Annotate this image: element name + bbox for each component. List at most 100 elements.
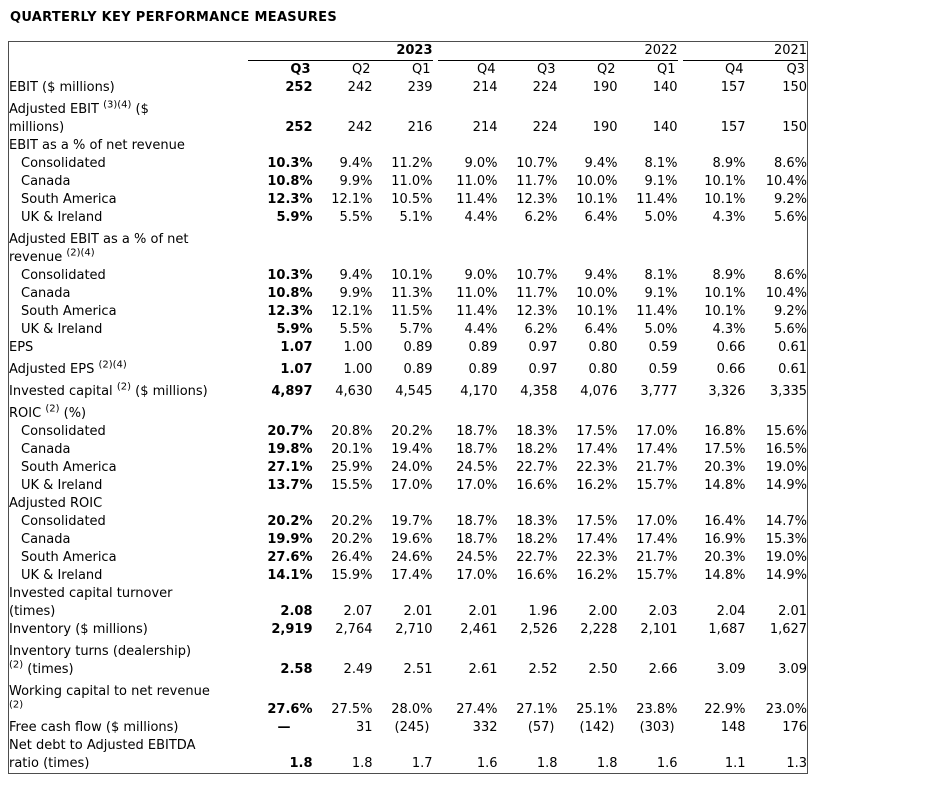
- value-cell: 1.7: [411, 756, 433, 771]
- value-cell: 1.8: [351, 756, 373, 771]
- value-cell: [558, 227, 618, 267]
- value-cell: 14.7%: [765, 514, 808, 529]
- value-cell: 16.5%: [765, 442, 808, 457]
- table-row: EBIT ($ millions) 252 242 239 214 224 190 140 15…: [9, 79, 808, 97]
- value-cell: 21.7%: [636, 460, 678, 475]
- row-label: South America: [21, 460, 117, 475]
- value-cell: 22.9%: [704, 702, 746, 717]
- section-row: Adjusted ROIC: [9, 495, 808, 513]
- table-row: Consolidated 10.3% 9.4% 10.1% 9.0% 10.7% 9.4% 8…: [9, 267, 808, 285]
- value-cell: 9.0%: [464, 268, 498, 283]
- table-row: Net debt to Adjusted EBITDA ratio (times)…: [9, 737, 808, 774]
- value-cell: 4,358: [520, 384, 558, 399]
- row-label: South America: [21, 192, 117, 207]
- table-row: Adjusted EBIT (3)(4) ($ millions) 252 242 21…: [9, 97, 808, 137]
- value-cell: 242: [347, 120, 373, 135]
- value-cell: 2.03: [648, 604, 678, 619]
- value-cell: 10.7%: [516, 268, 558, 283]
- value-cell: 1,627: [769, 622, 808, 637]
- value-cell: [438, 401, 498, 423]
- value-cell: 11.4%: [456, 192, 498, 207]
- value-cell: 15.7%: [636, 478, 678, 493]
- value-cell: 14.8%: [704, 568, 746, 583]
- table-row: Working capital to net revenue (2) 27.6% 27…: [9, 679, 808, 719]
- value-cell: 24.6%: [391, 550, 433, 565]
- row-label: Net debt to Adjusted EBITDA ratio (times): [9, 738, 196, 771]
- quarter-label: Q4: [725, 62, 744, 77]
- value-cell: 3,326: [708, 384, 746, 399]
- value-cell: 150: [782, 80, 808, 95]
- row-label: Inventory turns (dealership) (2) (times): [9, 644, 192, 677]
- value-cell: 0.61: [778, 362, 808, 377]
- table-row: Canada 19.9% 20.2% 19.6% 18.7% 18.2% 17.4% 17.4…: [9, 531, 808, 549]
- value-cell: 0.66: [716, 362, 746, 377]
- value-cell: 0.97: [528, 362, 558, 377]
- value-cell: 10.3%: [267, 156, 313, 171]
- value-cell: 17.5%: [576, 514, 618, 529]
- value-cell: 14.9%: [765, 478, 808, 493]
- value-cell: 0.89: [468, 362, 498, 377]
- value-cell: 1.00: [343, 340, 373, 355]
- value-cell: 4.4%: [464, 322, 498, 337]
- value-cell: [248, 227, 313, 267]
- value-cell: 2.01: [778, 604, 808, 619]
- value-cell: 10.0%: [576, 174, 618, 189]
- value-cell: 190: [592, 80, 618, 95]
- value-cell: 11.4%: [456, 304, 498, 319]
- value-cell: 11.4%: [636, 304, 678, 319]
- row-label: Consolidated: [21, 424, 106, 439]
- value-cell: 2.49: [343, 662, 373, 677]
- value-cell: 18.7%: [456, 442, 498, 457]
- value-cell: 24.5%: [456, 550, 498, 565]
- value-cell: 3,335: [769, 384, 808, 399]
- value-cell: 14.8%: [704, 478, 746, 493]
- value-cell: [498, 227, 558, 267]
- value-cell: 224: [532, 80, 558, 95]
- row-label: UK & Ireland: [21, 322, 103, 337]
- quarter-label: Q4: [476, 62, 496, 77]
- section-row: EBIT as a % of net revenue: [9, 137, 808, 155]
- value-cell: 18.7%: [456, 532, 498, 547]
- value-cell: 11.5%: [391, 304, 433, 319]
- value-cell: 17.4%: [576, 532, 618, 547]
- value-cell: 22.3%: [576, 460, 618, 475]
- value-cell: 12.3%: [516, 304, 558, 319]
- table-row: Invested capital (2) ($ millions) 4,897 4,…: [9, 379, 808, 401]
- value-cell: 148: [720, 720, 746, 735]
- value-cell: 10.8%: [267, 286, 313, 301]
- value-cell: 19.4%: [391, 442, 433, 457]
- value-cell: 9.2%: [774, 304, 808, 319]
- value-cell: 12.3%: [516, 192, 558, 207]
- table-row: Invested capital turnover (times) 2.08 2.07…: [9, 585, 808, 621]
- value-cell: 2.61: [468, 662, 498, 677]
- value-cell: 18.2%: [516, 442, 558, 457]
- value-cell: 19.7%: [391, 514, 433, 529]
- value-cell: [746, 401, 808, 423]
- value-cell: 2.01: [468, 604, 498, 619]
- year-header-row: 2023 2022 2021: [9, 41, 808, 61]
- value-cell: 19.9%: [267, 532, 313, 547]
- value-cell: 17.0%: [456, 478, 498, 493]
- table-row: UK & Ireland 14.1% 15.9% 17.4% 17.0% 16.6% 16.…: [9, 567, 808, 585]
- value-cell: 9.1%: [644, 174, 678, 189]
- value-cell: 17.0%: [456, 568, 498, 583]
- value-cell: 157: [720, 80, 746, 95]
- value-cell: [558, 137, 618, 155]
- value-cell: [558, 495, 618, 513]
- value-cell: 1.07: [280, 340, 313, 355]
- value-cell: [618, 137, 678, 155]
- value-cell: [248, 401, 313, 423]
- value-cell: —: [277, 720, 291, 735]
- section-row: Adjusted EBIT as a % of net revenue (2)(4…: [9, 227, 808, 267]
- value-cell: 224: [532, 120, 558, 135]
- value-cell: 5.5%: [339, 210, 373, 225]
- row-label: Free cash flow ($ millions): [9, 720, 179, 735]
- value-cell: 2,101: [640, 622, 678, 637]
- value-cell: 0.59: [648, 362, 678, 377]
- value-cell: 0.89: [403, 362, 433, 377]
- value-cell: 0.59: [648, 340, 678, 355]
- value-cell: [746, 227, 808, 267]
- value-cell: 16.6%: [516, 478, 558, 493]
- value-cell: 18.2%: [516, 532, 558, 547]
- value-cell: 8.9%: [712, 268, 746, 283]
